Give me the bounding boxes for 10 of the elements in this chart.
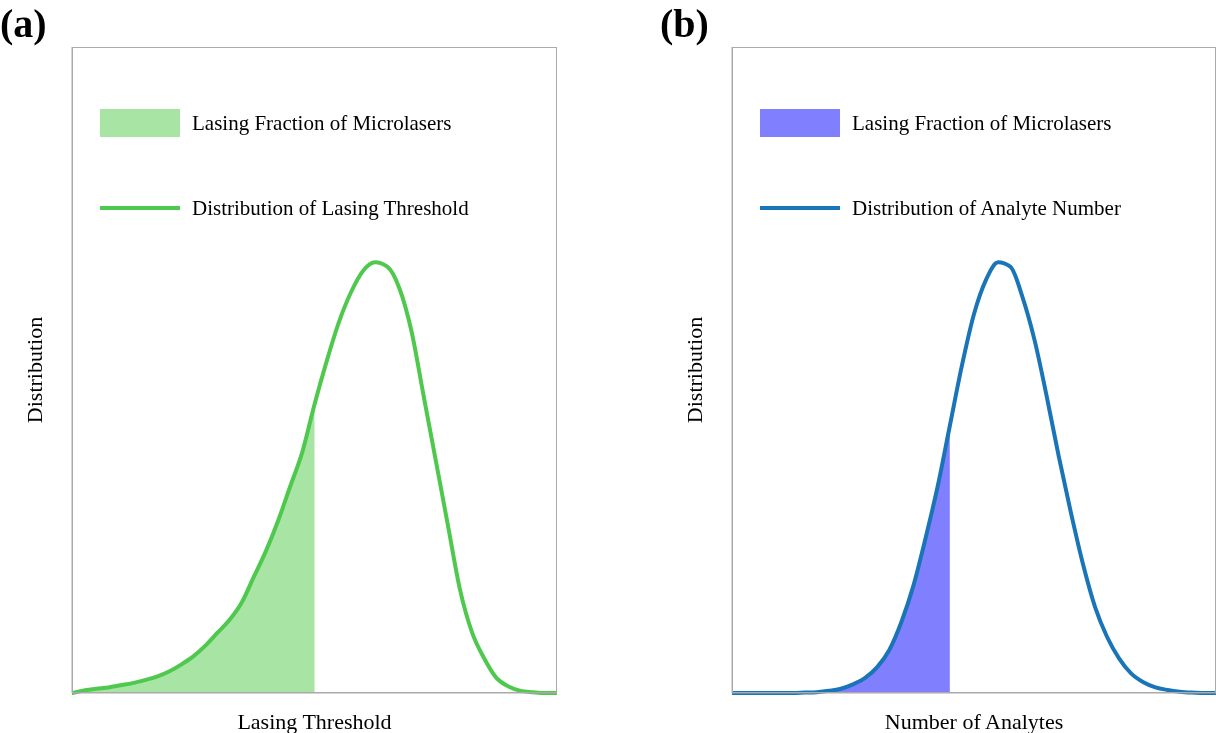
x-axis-title: Number of Analytes	[884, 709, 1064, 733]
y-axis-title: Distribution	[21, 316, 47, 424]
legend-label: Distribution of Analyte Number	[852, 195, 1121, 221]
chart-title: (a)	[0, 0, 47, 47]
legend-label: Lasing Fraction of Microlasers	[852, 110, 1112, 136]
y-axis-title: Distribution	[681, 316, 707, 424]
legend-label: Lasing Fraction of Microlasers	[192, 110, 452, 136]
x-axis-title: Lasing Threshold	[237, 709, 392, 733]
chart-title: (b)	[660, 0, 709, 47]
legend-label: Distribution of Lasing Threshold	[192, 195, 469, 221]
